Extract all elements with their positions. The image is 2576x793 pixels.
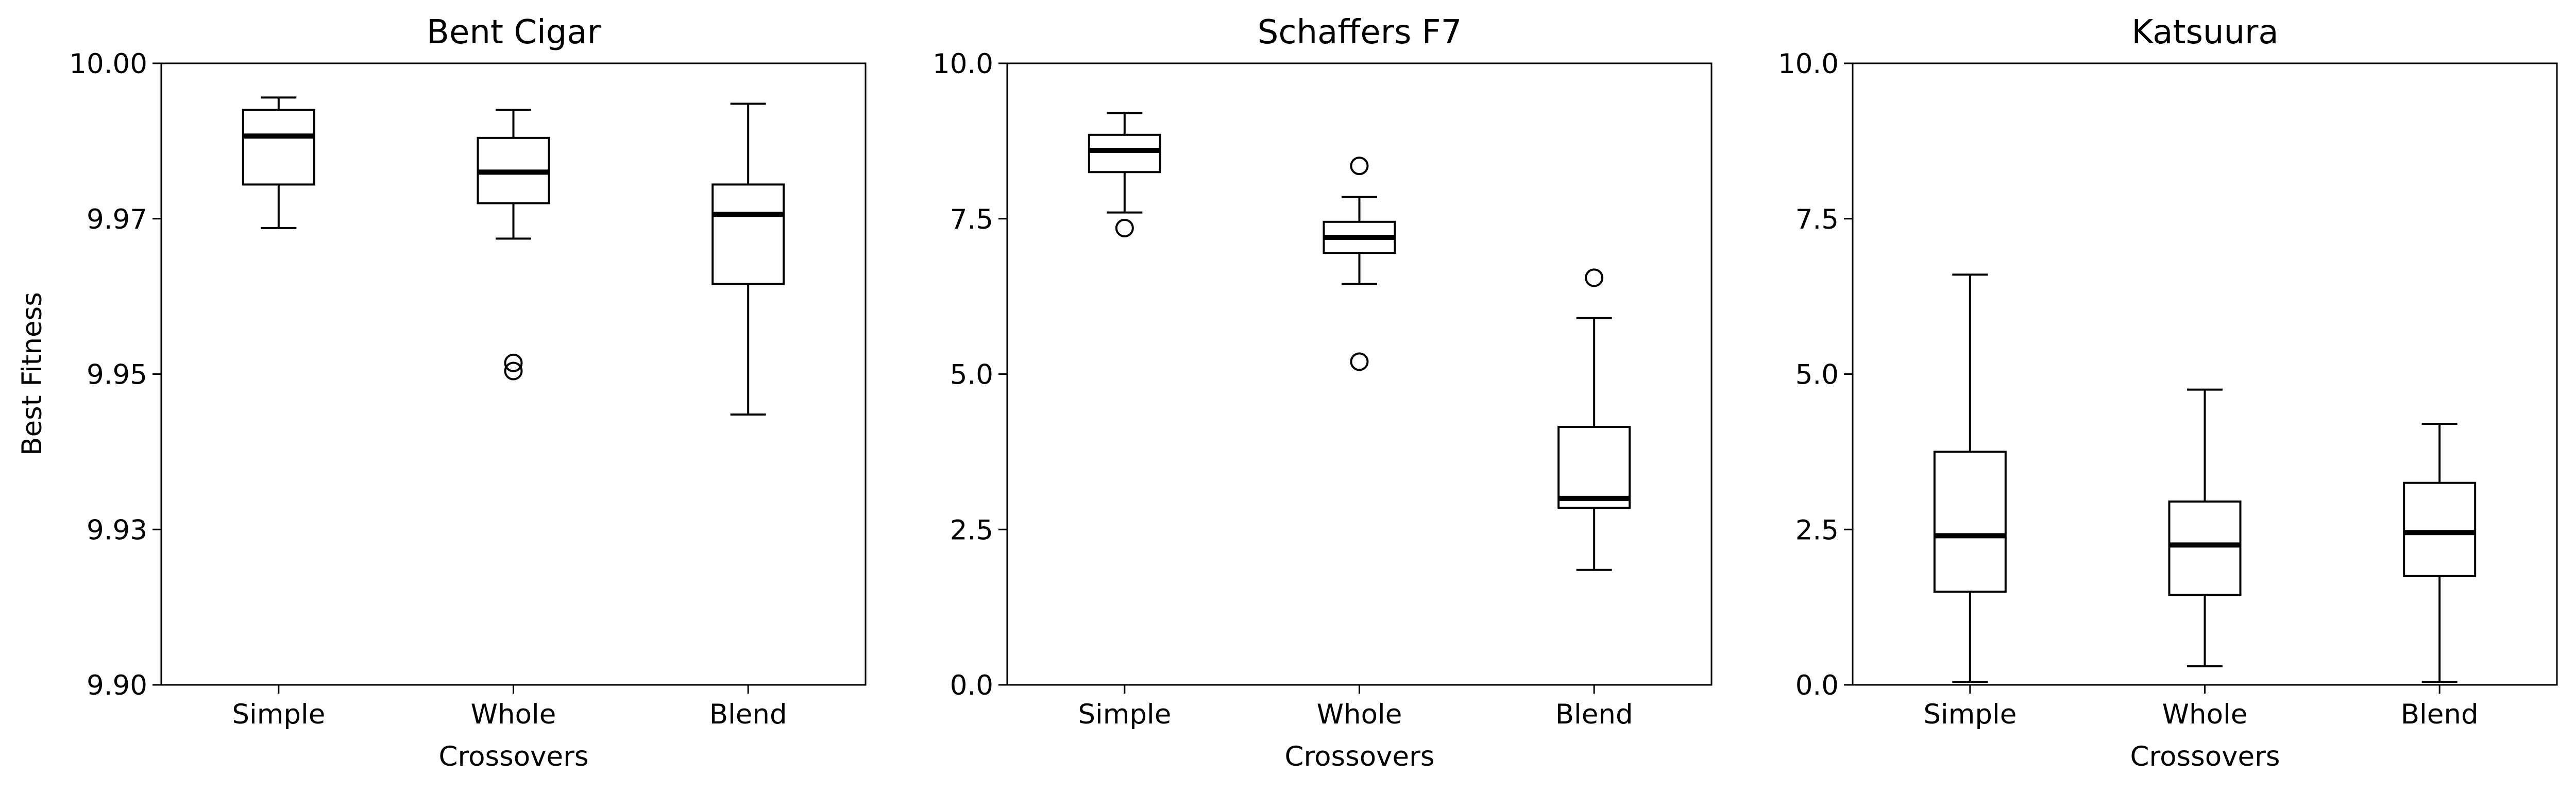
box <box>1557 426 1631 509</box>
box <box>1933 451 2007 593</box>
y-axis-label: Best Fitness <box>16 292 48 456</box>
panel-title: Schaffers F7 <box>1258 13 1462 51</box>
axes-frame <box>160 62 867 686</box>
x-tick-label: Blend <box>1555 699 1633 730</box>
y-tick-label: 0.0 <box>1795 670 1839 701</box>
y-tick-label: 2.5 <box>1795 514 1839 546</box>
x-tick-label: Blend <box>2401 699 2479 730</box>
y-tick-label: 10.00 <box>69 48 147 80</box>
panel-title: Katsuura <box>2131 13 2278 51</box>
y-tick-label: 5.0 <box>950 359 993 391</box>
box <box>1088 133 1161 174</box>
outlier-point <box>1585 268 1604 287</box>
y-tick-label: 9.95 <box>87 359 147 391</box>
y-tick-label: 7.5 <box>950 204 993 235</box>
box <box>2403 481 2477 577</box>
x-axis-label: Crossovers <box>438 741 588 772</box>
panel-bent-cigar: Bent Cigar Crossovers 9.90 9.93 9.95 9.97 10… <box>69 13 867 772</box>
x-tick-label: Simple <box>1923 699 2016 730</box>
axes-frame <box>1006 62 1713 686</box>
box <box>242 109 315 186</box>
x-tick-label: Simple <box>232 699 325 730</box>
panel-schaffers-f7: Schaffers F7 Crossovers 0.0 2.5 5.0 7.5 10.0… <box>933 13 1713 772</box>
y-tick-label: 0.0 <box>950 670 993 701</box>
y-tick-label: 5.0 <box>1795 359 1839 391</box>
outlier-point <box>1115 218 1134 237</box>
x-tick-label: Whole <box>1317 699 1402 730</box>
panel-title: Bent Cigar <box>427 13 601 51</box>
y-tick-label: 10.0 <box>1778 48 1839 80</box>
box <box>711 183 785 285</box>
x-axis-label: Crossovers <box>2130 741 2280 772</box>
y-tick-label: 9.90 <box>87 670 147 701</box>
x-tick-label: Blend <box>709 699 787 730</box>
x-tick-label: Whole <box>471 699 556 730</box>
x-tick-label: Simple <box>1078 699 1171 730</box>
panel-katsuura: Katsuura Crossovers 0.0 2.5 5.0 7.5 10.0 Simp… <box>1778 13 2558 772</box>
y-tick-label: 2.5 <box>950 514 993 546</box>
outlier-point <box>504 353 523 372</box>
box <box>2168 500 2242 596</box>
outlier-point <box>1350 157 1369 176</box>
outlier-point <box>1350 352 1369 371</box>
y-tick-label: 9.97 <box>87 204 147 235</box>
axes-frame <box>1852 62 2558 686</box>
x-tick-label: Whole <box>2162 699 2248 730</box>
y-tick-label: 9.93 <box>87 514 147 546</box>
outlier-point <box>504 361 523 381</box>
x-axis-label: Crossovers <box>1284 741 1434 772</box>
y-tick-label: 10.0 <box>933 48 993 80</box>
y-tick-label: 7.5 <box>1795 204 1839 235</box>
